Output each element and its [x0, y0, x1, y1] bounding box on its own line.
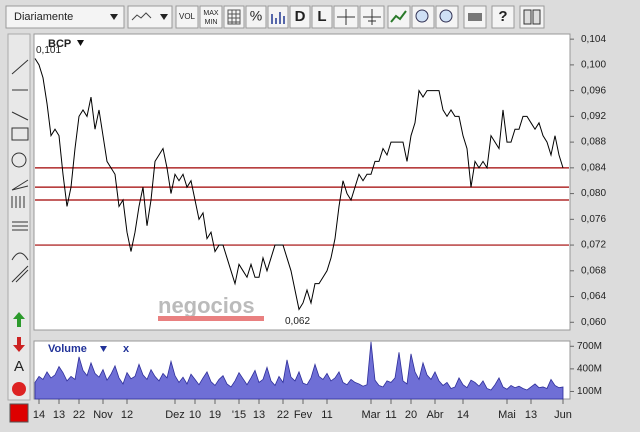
x-tick-label: '15 — [232, 409, 246, 421]
x-tick-label: 13 — [525, 409, 537, 421]
maxmin-button[interactable] — [199, 5, 223, 29]
legend-price[interactable]: BCP — [48, 38, 71, 50]
up-arrow-tool[interactable] — [13, 312, 25, 327]
tool-icons — [11, 179, 29, 283]
text-tool[interactable]: A — [14, 358, 24, 375]
close-volume[interactable]: x — [123, 343, 130, 355]
bars-icon — [271, 12, 285, 24]
x-tick-label: 12 — [121, 409, 133, 421]
min-label: MIN — [205, 19, 218, 26]
y-tick-label: 400M — [577, 364, 602, 375]
y-tick-label: 100M — [577, 386, 602, 397]
legend-arrow — [77, 40, 84, 46]
max-label: MAX — [203, 10, 219, 17]
circle-tool[interactable] — [11, 152, 27, 168]
period-select[interactable] — [5, 5, 125, 29]
l-label: L — [317, 8, 326, 25]
y-tick-label: 0,060 — [581, 317, 606, 328]
percent-button[interactable] — [245, 5, 267, 29]
d-label: D — [295, 8, 306, 25]
x-tick-label: 22 — [277, 409, 289, 421]
vol-button[interactable] — [175, 5, 199, 29]
x-tick-label: Dez — [165, 409, 185, 421]
legend-arrow — [100, 346, 107, 352]
d-button[interactable] — [289, 5, 311, 29]
x-tick-label: Mai — [498, 409, 516, 421]
watermark: negocios — [158, 293, 255, 318]
help-button[interactable] — [491, 5, 515, 29]
y-tick-label: 0,100 — [581, 60, 606, 71]
x-tick-label: 14 — [33, 409, 45, 421]
period-label: Diariamente — [14, 11, 73, 23]
y-tick-label: 0,072 — [581, 240, 606, 251]
left-toolbar-bg — [7, 33, 31, 401]
crosshair-icon — [337, 9, 355, 25]
x-tick-label: 20 — [405, 409, 417, 421]
delete-tool[interactable] — [12, 382, 26, 396]
y-tick-label: 0,076 — [581, 214, 606, 225]
print-icon — [468, 13, 482, 21]
y-tick-label: 0,096 — [581, 85, 606, 96]
x-tick-label: 13 — [253, 409, 265, 421]
x-tick-label: 11 — [385, 409, 396, 421]
x-tick-label: Jun — [554, 409, 572, 421]
y-tick-label: 0,088 — [581, 137, 606, 148]
min-label: 0,062 — [285, 316, 310, 327]
max-label: 0,101 — [36, 45, 61, 56]
x-tick-label: Mar — [362, 409, 381, 421]
left-toolbar: A — [7, 33, 31, 423]
dropdown-arrow — [160, 14, 168, 20]
book-icon — [523, 9, 541, 25]
y-tick-label: 0,092 — [581, 111, 606, 122]
down-arrow-tool[interactable] — [13, 337, 25, 352]
y-tick-label: 0,064 — [581, 291, 606, 302]
y-tick-label: 700M — [577, 341, 602, 352]
zoom-out-icon — [415, 9, 429, 23]
grid-button[interactable] — [223, 5, 245, 29]
draw-icons — [11, 59, 29, 141]
y-tick-label: 0,084 — [581, 162, 606, 173]
color-swatch[interactable] — [9, 403, 29, 423]
trend-icon — [390, 10, 407, 23]
x-tick-label: Nov — [93, 409, 113, 421]
x-tick-label: 13 — [53, 409, 65, 421]
zoom-in-icon — [439, 9, 453, 23]
watermark-bar — [158, 316, 264, 321]
x-tick-label: 14 — [457, 409, 469, 421]
y-tick-label: 0,104 — [581, 34, 606, 45]
x-tick-label: 22 — [73, 409, 85, 421]
l-button[interactable] — [311, 5, 333, 29]
x-tick-label: 11 — [321, 409, 332, 421]
y-tick-label: 0,080 — [581, 188, 606, 199]
x-tick-label: Fev — [294, 409, 313, 421]
dropdown-arrow — [110, 14, 118, 20]
help-label: ? — [498, 8, 507, 25]
crosshair2-icon — [363, 9, 381, 25]
volume-area — [34, 341, 564, 400]
y-tick-label: 0,068 — [581, 265, 606, 276]
legend-volume[interactable]: Volume — [48, 343, 87, 355]
x-tick-label: 19 — [209, 409, 221, 421]
grid-icon — [227, 9, 241, 25]
x-tick-label: 10 — [189, 409, 201, 421]
vol-label: VOL — [179, 12, 196, 21]
price-panel — [33, 33, 571, 331]
price-line — [34, 58, 564, 311]
percent-label: % — [250, 8, 262, 24]
x-tick-label: Abr — [426, 409, 443, 421]
line-icon — [131, 12, 152, 21]
